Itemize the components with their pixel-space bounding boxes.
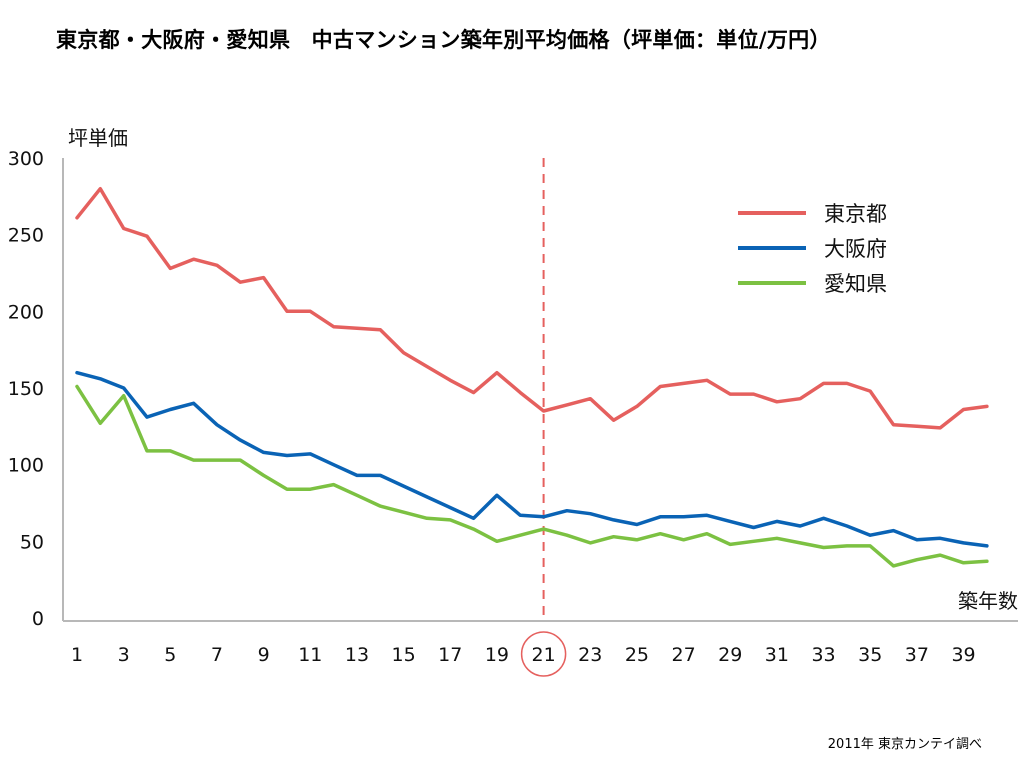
- x-tick-label: 11: [298, 644, 322, 666]
- y-tick-label: 300: [8, 148, 44, 170]
- x-tick-label: 29: [718, 644, 742, 666]
- x-tick-label: 31: [765, 644, 789, 666]
- x-tick-label: 13: [345, 644, 369, 666]
- x-tick-label: 27: [671, 644, 695, 666]
- axes: [62, 158, 1018, 622]
- x-tick-label: 15: [392, 644, 416, 666]
- x-tick-label: 1: [71, 644, 83, 666]
- series-line-1: [75, 186, 989, 430]
- legend-label-3: 愛知県: [824, 272, 887, 296]
- series-line-3: [75, 384, 989, 568]
- y-tick-label: 250: [8, 225, 44, 247]
- x-tick-label: 9: [258, 644, 270, 666]
- chart-title: 東京都・大阪府・愛知県 中古マンション築年別平均価格（坪単価：単位/万円）: [56, 28, 831, 52]
- x-axis-title: 築年数: [958, 589, 1018, 613]
- x-tick-label: 35: [858, 644, 882, 666]
- x-tick-label: 19: [485, 644, 509, 666]
- x-tick-label: 5: [164, 644, 176, 666]
- x-tick-label: 25: [625, 644, 649, 666]
- y-axis-title: 坪単価: [68, 126, 128, 150]
- y-tick-label: 150: [8, 378, 44, 400]
- x-tick-label: 39: [951, 644, 975, 666]
- y-tick-label: 100: [8, 455, 44, 477]
- x-tick-label: 21: [532, 644, 556, 666]
- x-tick-label: 3: [118, 644, 130, 666]
- x-tick-label: 17: [438, 644, 462, 666]
- legend-label-1: 東京都: [824, 202, 887, 226]
- y-ticks: 0 50 100 150 200 250 300: [8, 148, 44, 630]
- y-tick-label: 0: [32, 608, 44, 630]
- series-lines: [75, 186, 989, 568]
- x-tick-label: 37: [905, 644, 929, 666]
- x-ticks: 1 3 5 7 9 11 13 15 17 19 21 23 25 27 29 31 33 35 37 39: [71, 644, 976, 666]
- highlight-marker: [520, 158, 567, 677]
- highlight-circle: [520, 631, 567, 677]
- x-tick-label: 7: [211, 644, 223, 666]
- x-tick-label: 23: [578, 644, 602, 666]
- series-line-2: [75, 370, 989, 548]
- x-tick-label: 33: [811, 644, 835, 666]
- y-tick-label: 200: [8, 301, 44, 323]
- y-tick-label: 50: [20, 531, 44, 553]
- legend-label-2: 大阪府: [824, 237, 887, 261]
- source-note: 2011年 東京カンテイ調べ: [827, 737, 982, 752]
